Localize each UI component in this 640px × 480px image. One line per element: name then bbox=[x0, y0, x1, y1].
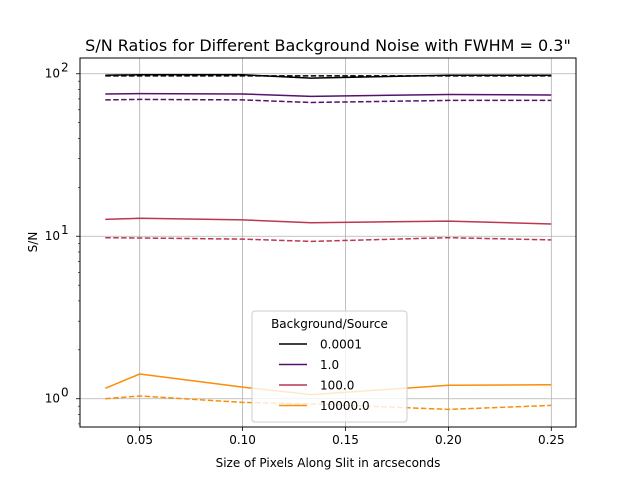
series-line-1-0 bbox=[105, 92, 552, 98]
y-tick-label: 10 bbox=[45, 67, 60, 81]
series-line-100-0-dashed bbox=[105, 236, 552, 243]
y-tick-exponent: 2 bbox=[61, 61, 69, 75]
series-line-10000-0-dashed bbox=[105, 395, 552, 411]
x-axis-ticks: 0.05 0.10 0.15 0.20 0.25 bbox=[126, 427, 565, 447]
legend-label: 0.0001 bbox=[320, 338, 362, 352]
x-axis-label: Size of Pixels Along Slit in arcseconds bbox=[216, 456, 441, 470]
legend-title: Background/Source bbox=[271, 317, 388, 331]
y-tick-exponent: 0 bbox=[61, 386, 69, 400]
y-axis-label: S/N bbox=[26, 232, 40, 253]
x-tick-label: 0.10 bbox=[229, 433, 256, 447]
y-tick-label: 10 bbox=[45, 229, 60, 243]
x-tick-label: 0.20 bbox=[435, 433, 462, 447]
legend: Background/Source 0.0001 1.0 100.0 10000.0 bbox=[251, 310, 408, 423]
legend-label: 10000.0 bbox=[320, 399, 370, 413]
y-tick-label: 10 bbox=[45, 392, 60, 406]
x-tick-label: 0.25 bbox=[538, 433, 565, 447]
legend-label: 100.0 bbox=[320, 379, 354, 393]
y-tick-exponent: 1 bbox=[61, 223, 69, 237]
series-line-100-0 bbox=[105, 217, 552, 225]
plot-frame bbox=[79, 57, 577, 428]
legend-box bbox=[251, 310, 408, 423]
x-tick-label: 0.05 bbox=[126, 433, 153, 447]
legend-label: 1.0 bbox=[320, 358, 339, 372]
x-tick-label: 0.15 bbox=[332, 433, 359, 447]
chart-title: S/N Ratios for Different Background Nois… bbox=[85, 36, 571, 55]
series-line-1-0-dashed bbox=[105, 98, 552, 104]
